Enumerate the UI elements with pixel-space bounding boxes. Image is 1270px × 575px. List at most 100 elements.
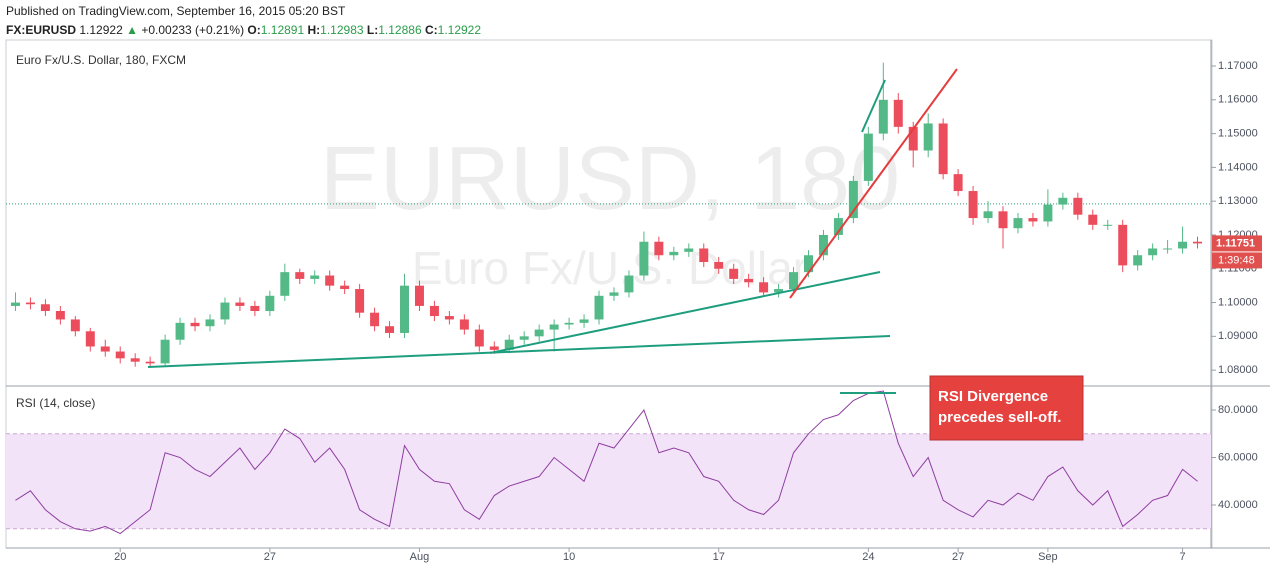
candle-body <box>489 346 499 350</box>
x-tick-label: 24 <box>862 551 874 563</box>
trend-line <box>489 271 881 354</box>
ohlc-value: 1.12891 <box>260 23 305 37</box>
candle-body <box>1073 197 1083 215</box>
x-tick-label: 17 <box>713 551 725 563</box>
candle-body <box>459 319 469 330</box>
quote-line: FX:EURUSD 1.12922 ▲ +0.00233 (+0.21%) O:… <box>6 21 481 40</box>
trend-line <box>861 79 886 133</box>
candle-body <box>70 319 80 332</box>
candle-body <box>818 234 828 256</box>
candle-body <box>1013 218 1023 229</box>
y-tick-label: 1.08000 <box>1218 364 1258 376</box>
rsi-band <box>6 433 1211 529</box>
candle-body <box>370 312 380 327</box>
x-tick-label: 27 <box>952 551 964 563</box>
candle-body <box>265 295 275 311</box>
candle-body <box>504 339 514 350</box>
candle-body <box>744 278 754 283</box>
candle-body <box>310 275 320 279</box>
x-tick-label: 20 <box>114 551 126 563</box>
pane-title: Euro Fx/U.S. Dollar, 180, FXCM <box>16 53 186 67</box>
pane-title: RSI (14, close) <box>16 396 95 410</box>
y-tick-label: 1.13000 <box>1218 195 1258 207</box>
candle-body <box>1163 248 1173 250</box>
candle-body <box>414 285 424 306</box>
ohlc-key: O: <box>247 23 261 37</box>
y-tick-label: 1.15000 <box>1218 128 1258 140</box>
candle-body <box>1118 224 1128 266</box>
candle-body <box>385 326 395 333</box>
candle-body <box>1028 218 1038 222</box>
candle-body <box>115 351 125 359</box>
y-tick-label: 1.09000 <box>1218 330 1258 342</box>
ohlc-key: L: <box>366 23 379 37</box>
x-tick-label: Aug <box>410 551 430 563</box>
candle-body <box>669 251 679 256</box>
candle-body <box>429 305 439 317</box>
candle-body <box>998 211 1008 229</box>
symbol: FX:EURUSD <box>6 23 77 37</box>
candle-body <box>40 304 50 311</box>
x-tick-label: 27 <box>264 551 276 563</box>
x-tick-label: 7 <box>1179 551 1185 563</box>
candle-body <box>684 248 694 252</box>
candle-body <box>1193 241 1203 244</box>
candle-body <box>953 174 963 192</box>
candle-body <box>1058 197 1068 205</box>
candle-body <box>863 133 873 181</box>
last: 1.12922 <box>79 23 123 37</box>
candle-body <box>714 262 724 269</box>
candle-body <box>878 99 888 134</box>
candle-body <box>175 322 185 340</box>
callout-box <box>929 375 1084 441</box>
x-tick-label: 10 <box>563 551 575 563</box>
candle-body <box>534 329 544 337</box>
y-tick-label: 1.10000 <box>1218 296 1258 308</box>
arrow: ▲ <box>126 23 138 37</box>
candle-body <box>968 191 978 219</box>
candle-body <box>130 358 140 362</box>
candle-body <box>25 302 35 305</box>
countdown-label: 1:39:48 <box>1218 254 1255 266</box>
candle-body <box>295 272 305 279</box>
candle-body <box>1103 224 1113 226</box>
watermark-sub: Euro Fx/U.S. Dollar <box>412 242 808 294</box>
countdown-box <box>1212 252 1262 269</box>
candle-body <box>400 285 409 333</box>
change: +0.00233 (+0.21%) <box>141 23 245 37</box>
ohlc-value: 1.12983 <box>320 23 364 37</box>
last-price-box <box>1212 235 1262 252</box>
candle-body <box>639 241 649 276</box>
candle-body <box>1043 204 1053 222</box>
y-tick-label: 80.0000 <box>1218 404 1258 416</box>
candle-body <box>983 211 993 219</box>
candle-body <box>609 292 619 296</box>
drawings <box>147 68 958 394</box>
candle-body <box>444 316 454 320</box>
candle-body <box>579 319 589 323</box>
candle-body <box>280 272 290 296</box>
y-tick-label: 1.17000 <box>1218 60 1258 72</box>
candle-body <box>549 324 559 330</box>
candle-body <box>355 289 365 313</box>
candle-body <box>848 180 858 219</box>
candle-body <box>654 241 664 256</box>
candle-body <box>564 322 574 325</box>
ohlc-key: H: <box>307 23 321 37</box>
published: Published on TradingView.com, September … <box>6 4 346 18</box>
trend-line <box>147 335 891 368</box>
ohlc-key: C: <box>424 23 438 37</box>
candle-body <box>594 295 604 320</box>
candle-body <box>938 123 948 175</box>
candle-body <box>340 285 350 290</box>
candle-body <box>923 123 933 151</box>
candle-body <box>729 268 739 279</box>
candle-body <box>1088 214 1098 225</box>
candle-body <box>789 272 799 290</box>
candle-body <box>908 126 918 151</box>
last-price-label: 1.11751 <box>1216 237 1255 249</box>
y-tick-label: 1.16000 <box>1218 94 1258 106</box>
candle-body <box>699 248 709 263</box>
ohlc-value: 1.12922 <box>437 23 482 37</box>
